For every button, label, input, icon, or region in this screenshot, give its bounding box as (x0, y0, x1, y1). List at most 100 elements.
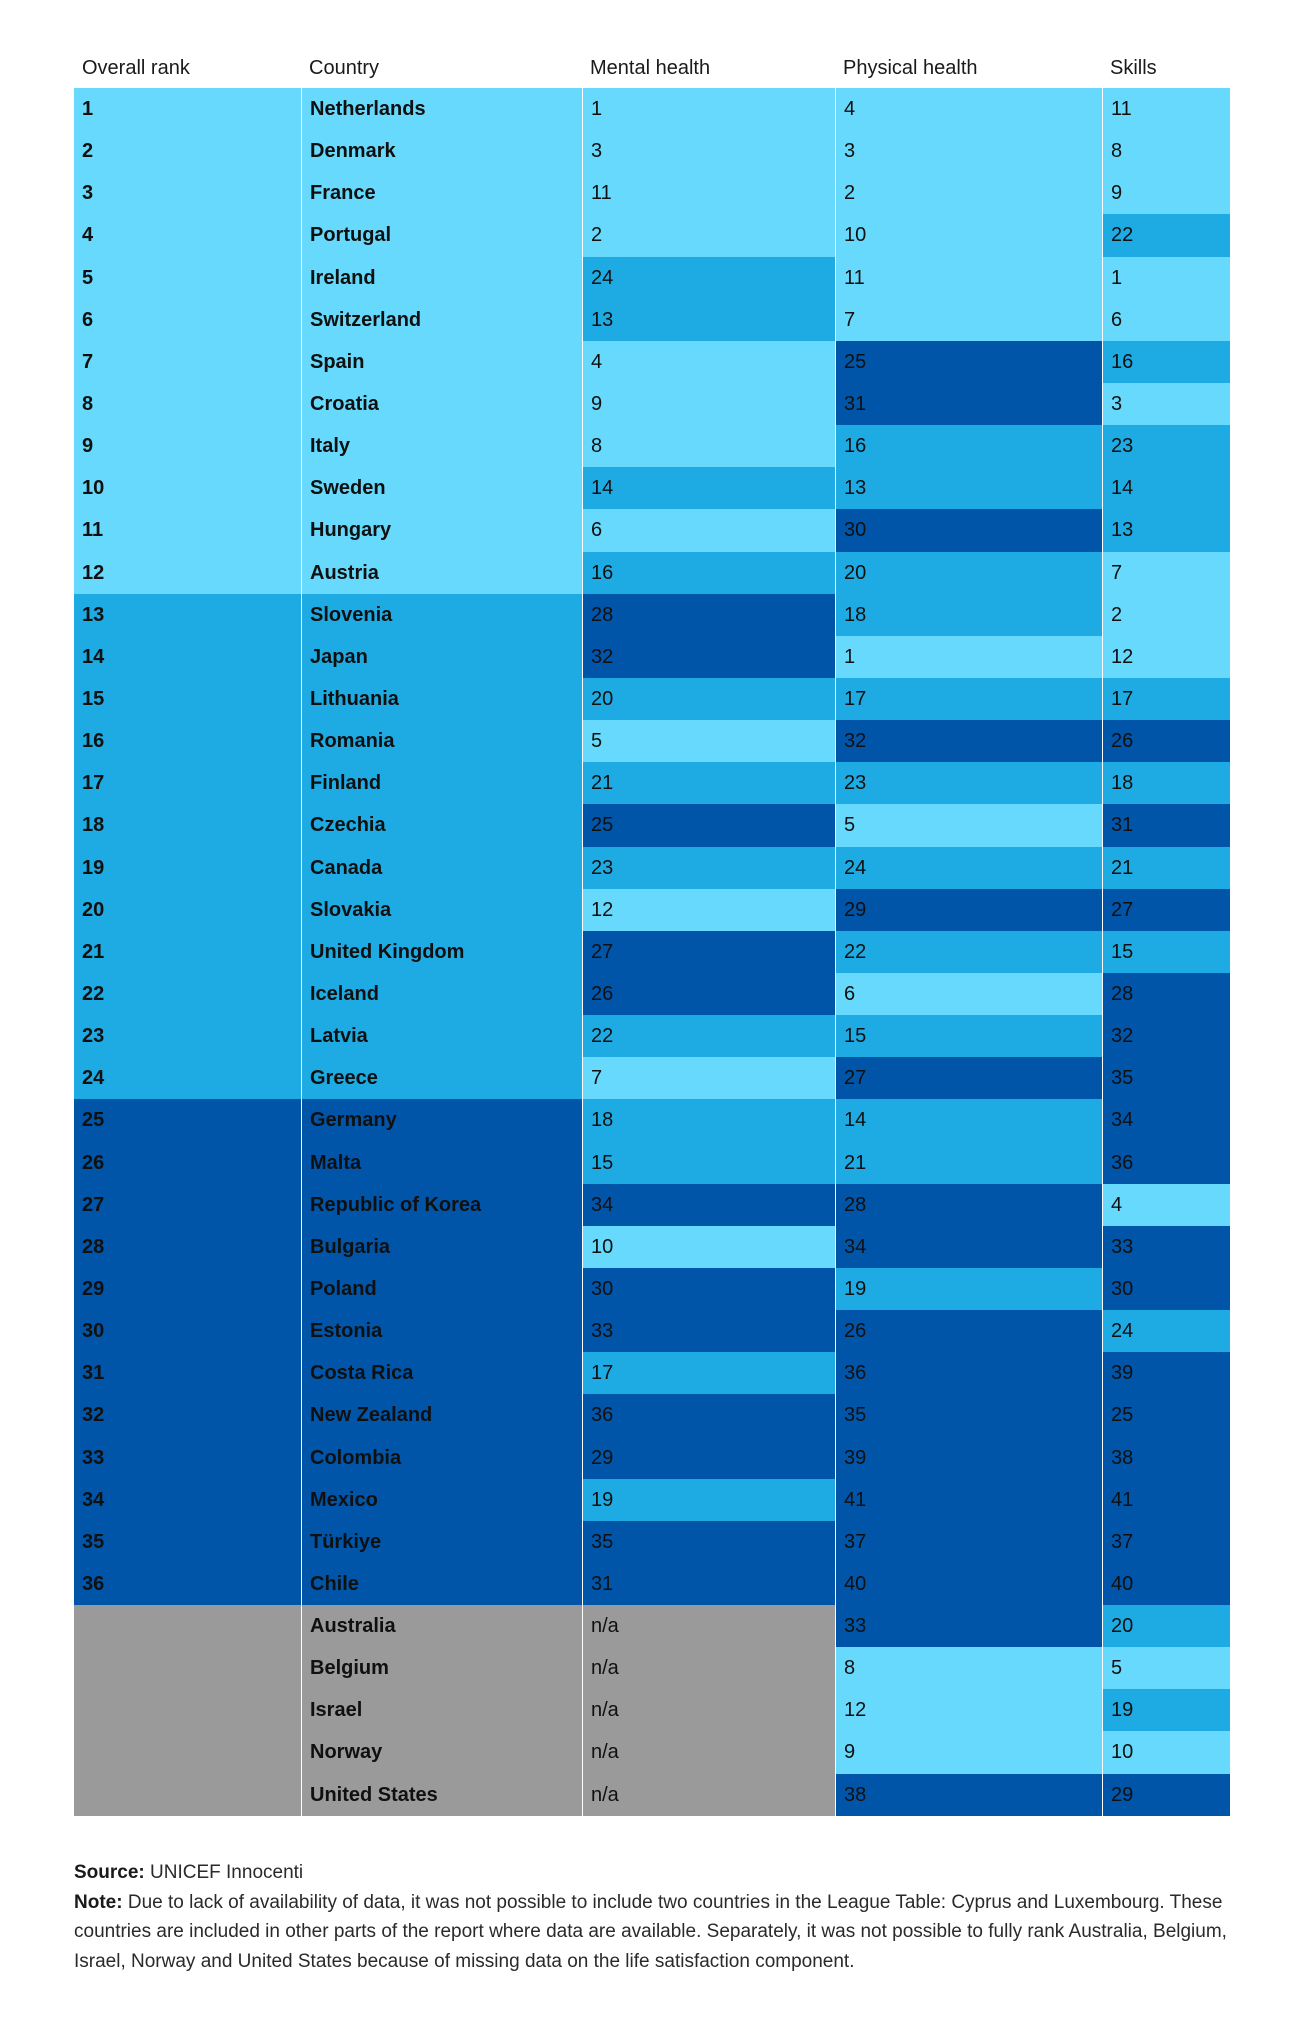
country-cell: Lithuania (301, 677, 582, 721)
table-row: 26 Malta 15 21 36 (74, 1141, 1230, 1184)
skills-cell: 4 (1102, 1183, 1230, 1226)
skills-cell: 18 (1102, 762, 1230, 805)
physical-health-cell: 10 (835, 214, 1102, 257)
skills-cell: 32 (1102, 1015, 1230, 1058)
country-cell: Czechia (301, 804, 582, 847)
table-row: 24 Greece 7 27 35 (74, 1057, 1230, 1100)
mental-health-cell: 24 (582, 256, 835, 299)
table-row: United States n/a 38 29 (74, 1773, 1230, 1816)
rank-cell: 30 (74, 1310, 301, 1353)
skills-cell: 33 (1102, 1225, 1230, 1268)
physical-health-cell: 27 (835, 1057, 1102, 1100)
mental-health-cell: 18 (582, 1099, 835, 1142)
country-cell: Chile (301, 1562, 582, 1606)
mental-health-cell: 17 (582, 1352, 835, 1395)
skills-cell: 10 (1102, 1731, 1230, 1774)
mental-health-cell: 33 (582, 1310, 835, 1353)
rank-cell: 12 (74, 551, 301, 594)
physical-health-cell: 3 (835, 130, 1102, 173)
skills-cell: 13 (1102, 509, 1230, 552)
country-cell: Germany (301, 1099, 582, 1142)
rank-cell: 34 (74, 1478, 301, 1521)
table-row: 14 Japan 32 1 12 (74, 635, 1230, 678)
physical-health-cell: 6 (835, 972, 1102, 1016)
skills-cell: 34 (1102, 1099, 1230, 1142)
mental-health-cell: 21 (582, 762, 835, 805)
rank-cell: 1 (74, 88, 301, 131)
mental-health-cell: 36 (582, 1394, 835, 1437)
skills-cell: 12 (1102, 635, 1230, 678)
physical-health-cell: 4 (835, 88, 1102, 131)
header-skills: Skills (1110, 57, 1157, 79)
table-row: 17 Finland 21 23 18 (74, 762, 1230, 805)
rank-cell: 16 (74, 720, 301, 763)
header-mental-health: Mental health (590, 57, 711, 79)
skills-cell: 30 (1102, 1267, 1230, 1311)
skills-cell: 36 (1102, 1141, 1230, 1184)
rank-cell: 35 (74, 1520, 301, 1563)
source-label: Source: (74, 1862, 145, 1883)
physical-health-cell: 21 (835, 1141, 1102, 1184)
rank-cell (74, 1773, 301, 1816)
physical-health-cell: 1 (835, 635, 1102, 678)
rank-cell (74, 1689, 301, 1732)
skills-cell: 41 (1102, 1478, 1230, 1521)
mental-health-cell: 14 (582, 467, 835, 510)
mental-health-cell: 31 (582, 1562, 835, 1606)
physical-health-cell: 37 (835, 1520, 1102, 1563)
table-row: 23 Latvia 22 15 32 (74, 1015, 1230, 1058)
note-text: Due to lack of availability of data, it … (74, 1891, 1227, 1972)
table-row: 33 Colombia 29 39 38 (74, 1436, 1230, 1479)
physical-health-cell: 39 (835, 1436, 1102, 1479)
physical-health-cell: 34 (835, 1225, 1102, 1268)
table-row: 28 Bulgaria 10 34 33 (74, 1225, 1230, 1268)
skills-cell: 20 (1102, 1605, 1230, 1648)
country-cell: Poland (301, 1267, 582, 1311)
country-cell: Italy (301, 425, 582, 468)
rank-cell: 18 (74, 804, 301, 847)
physical-health-cell: 9 (835, 1731, 1102, 1774)
rank-cell: 8 (74, 382, 301, 426)
physical-health-cell: 29 (835, 888, 1102, 931)
rank-cell: 7 (74, 340, 301, 383)
table-row: 27 Republic of Korea 34 28 4 (74, 1183, 1230, 1226)
table-row: 18 Czechia 25 5 31 (74, 804, 1230, 847)
mental-health-cell: 34 (582, 1183, 835, 1226)
table-row: 3 France 11 2 9 (74, 172, 1230, 215)
mental-health-cell: 12 (582, 888, 835, 931)
skills-cell: 17 (1102, 677, 1230, 721)
country-cell: Spain (301, 340, 582, 383)
country-cell: Colombia (301, 1436, 582, 1479)
physical-health-cell: 5 (835, 804, 1102, 847)
rank-cell: 3 (74, 172, 301, 215)
rank-cell: 9 (74, 425, 301, 468)
skills-cell: 3 (1102, 382, 1230, 426)
skills-cell: 2 (1102, 593, 1230, 636)
table-row: 31 Costa Rica 17 36 39 (74, 1352, 1230, 1395)
country-cell: Slovakia (301, 888, 582, 931)
skills-cell: 35 (1102, 1057, 1230, 1100)
country-cell: Finland (301, 762, 582, 805)
table-row: 1 Netherlands 1 4 11 (74, 88, 1230, 131)
table-row: 19 Canada 23 24 21 (74, 846, 1230, 889)
skills-cell: 38 (1102, 1436, 1230, 1479)
table-row: 20 Slovakia 12 29 27 (74, 888, 1230, 931)
table-row: 36 Chile 31 40 40 (74, 1562, 1230, 1606)
rank-cell: 23 (74, 1015, 301, 1058)
rank-cell: 20 (74, 888, 301, 931)
mental-health-cell: n/a (582, 1731, 835, 1774)
physical-health-cell: 30 (835, 509, 1102, 552)
country-cell: Türkiye (301, 1520, 582, 1563)
mental-health-cell: 23 (582, 846, 835, 889)
country-cell: Switzerland (301, 298, 582, 341)
physical-health-cell: 7 (835, 298, 1102, 341)
table-row: 22 Iceland 26 6 28 (74, 972, 1230, 1016)
skills-cell: 9 (1102, 172, 1230, 215)
table-row: 16 Romania 5 32 26 (74, 720, 1230, 763)
table-row: Norway n/a 9 10 (74, 1731, 1230, 1774)
mental-health-cell: 28 (582, 593, 835, 636)
skills-cell: 1 (1102, 256, 1230, 299)
table-row: Belgium n/a 8 5 (74, 1647, 1230, 1690)
country-cell: Estonia (301, 1310, 582, 1353)
country-cell: Iceland (301, 972, 582, 1016)
